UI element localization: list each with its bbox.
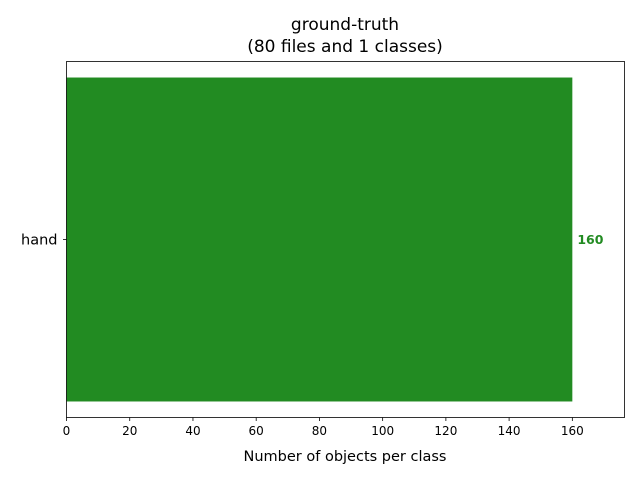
y-tick-label-hand: hand: [21, 233, 57, 249]
x-tick-label-0: 0: [63, 424, 71, 438]
value-labels-group: 160: [577, 232, 603, 247]
bar-hand: [66, 77, 573, 402]
x-tick-label-100: 100: [371, 424, 394, 438]
x-tick-label-80: 80: [312, 424, 327, 438]
x-tick-label-60: 60: [249, 424, 264, 438]
x-tick-label-40: 40: [185, 424, 200, 438]
x-tick-label-20: 20: [122, 424, 137, 438]
x-tick-label-160: 160: [561, 424, 584, 438]
x-tick-label-140: 140: [498, 424, 521, 438]
chart-title-line1: ground-truth: [291, 15, 399, 35]
x-axis-label: Number of objects per class: [244, 449, 447, 465]
value-label-hand: 160: [577, 232, 603, 247]
x-axis-ticks: 0 20 40 60 80 100 120 140 160: [63, 417, 584, 438]
chart-title-line2: (80 files and 1 classes): [247, 37, 443, 57]
x-tick-label-120: 120: [434, 424, 457, 438]
plot-frame: [66, 61, 625, 418]
y-axis-ticks: hand: [21, 233, 67, 249]
bars-group: [66, 77, 573, 402]
